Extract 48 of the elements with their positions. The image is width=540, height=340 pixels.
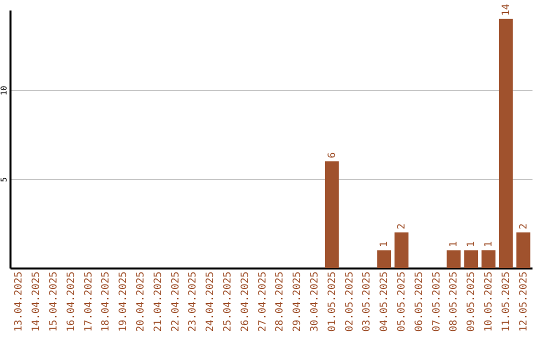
- bar: [482, 250, 496, 268]
- x-tick-label: 26.04.2025: [240, 272, 251, 332]
- bar: [446, 250, 461, 268]
- data-label: 2: [518, 223, 530, 230]
- x-tick-label: 10.05.2025: [484, 272, 494, 332]
- x-tick-label: 19.04.2025: [118, 272, 130, 332]
- x-tick-label: 16.04.2025: [66, 272, 77, 332]
- data-label: 6: [326, 152, 338, 158]
- x-tick-label: 20.04.2025: [136, 272, 146, 332]
- x-tick-label: 08.05.2025: [448, 272, 460, 332]
- y-tick-label: 10: [0, 86, 8, 96]
- data-label: 1: [484, 241, 494, 248]
- data-label: 1: [448, 241, 460, 248]
- x-tick-label: 15.04.2025: [48, 272, 60, 332]
- data-label: 2: [396, 223, 408, 230]
- data-label: 1: [379, 241, 390, 248]
- x-tick-label: 09.05.2025: [466, 272, 478, 332]
- bar: [464, 250, 478, 268]
- x-tick-label: 21.04.2025: [152, 272, 164, 332]
- x-tick-label: 05.05.2025: [396, 272, 408, 332]
- x-tick-label: 22.04.2025: [170, 272, 182, 332]
- bar: [324, 161, 339, 268]
- x-tick-label: 29.04.2025: [292, 272, 304, 332]
- x-tick-label: 06.05.2025: [414, 272, 425, 332]
- bar: [498, 18, 513, 268]
- bar: [377, 250, 392, 268]
- data-label: 14: [500, 4, 512, 16]
- x-tick-label: 30.04.2025: [310, 272, 320, 332]
- x-tick-label: 03.05.2025: [362, 272, 373, 332]
- x-tick-label: 28.04.2025: [274, 272, 286, 332]
- x-tick-label: 17.04.2025: [83, 272, 94, 332]
- x-tick-label: 23.04.2025: [188, 272, 199, 332]
- x-tick-label: 04.05.2025: [379, 272, 390, 332]
- y-tick-label: 5: [0, 176, 8, 182]
- x-tick-label: 01.05.2025: [326, 272, 338, 332]
- x-tick-label: 13.04.2025: [14, 272, 25, 332]
- bar: [394, 232, 408, 268]
- x-tick-label: 07.05.2025: [431, 272, 442, 332]
- x-tick-label: 25.04.2025: [222, 272, 234, 332]
- data-label: 1: [466, 241, 478, 248]
- x-tick-label: 12.05.2025: [518, 272, 530, 332]
- x-tick-label: 14.04.2025: [31, 272, 42, 332]
- bar: [516, 232, 530, 268]
- x-tick-label: 27.04.2025: [257, 272, 268, 332]
- x-tick-label: 02.05.2025: [344, 272, 356, 332]
- x-tick-label: 24.04.2025: [205, 272, 216, 332]
- x-tick-label: 11.05.2025: [500, 272, 512, 332]
- x-tick-label: 18.04.2025: [100, 272, 112, 332]
